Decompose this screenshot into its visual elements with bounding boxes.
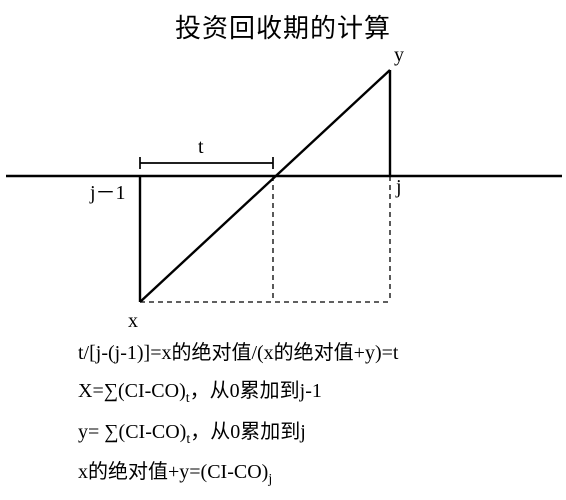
page-title: 投资回收期的计算 — [0, 8, 566, 45]
label-j-minus-1: j－1 — [90, 176, 126, 205]
formula-4-a: x的绝对值+y=(CI-CO) — [78, 461, 268, 483]
formula-2: X=∑(CI-CO)t，从0累加到j-1 — [78, 372, 548, 413]
formula-3-a: y= ∑(CI-CO) — [78, 421, 186, 443]
label-y: y — [394, 44, 404, 67]
label-j: j — [396, 176, 402, 199]
formula-3: y= ∑(CI-CO)t，从0累加到j — [78, 413, 548, 454]
formula-block: t/[j-(j-1)]=x的绝对值/(x的绝对值+y)=t X=∑(CI-CO)… — [78, 334, 548, 494]
formula-1-text: t/[j-(j-1)]=x的绝对值/(x的绝对值+y)=t — [78, 342, 398, 364]
payback-diagram — [0, 48, 566, 328]
label-t: t — [198, 136, 204, 159]
formula-1: t/[j-(j-1)]=x的绝对值/(x的绝对值+y)=t — [78, 334, 548, 372]
formula-4: x的绝对值+y=(CI-CO)j — [78, 453, 548, 494]
formula-2-a: X=∑(CI-CO) — [78, 380, 186, 402]
formula-4-sub: j — [268, 472, 272, 487]
formula-2-b: ，从0累加到j-1 — [190, 380, 322, 402]
formula-3-b: ，从0累加到j — [190, 421, 306, 443]
label-x: x — [128, 310, 138, 333]
